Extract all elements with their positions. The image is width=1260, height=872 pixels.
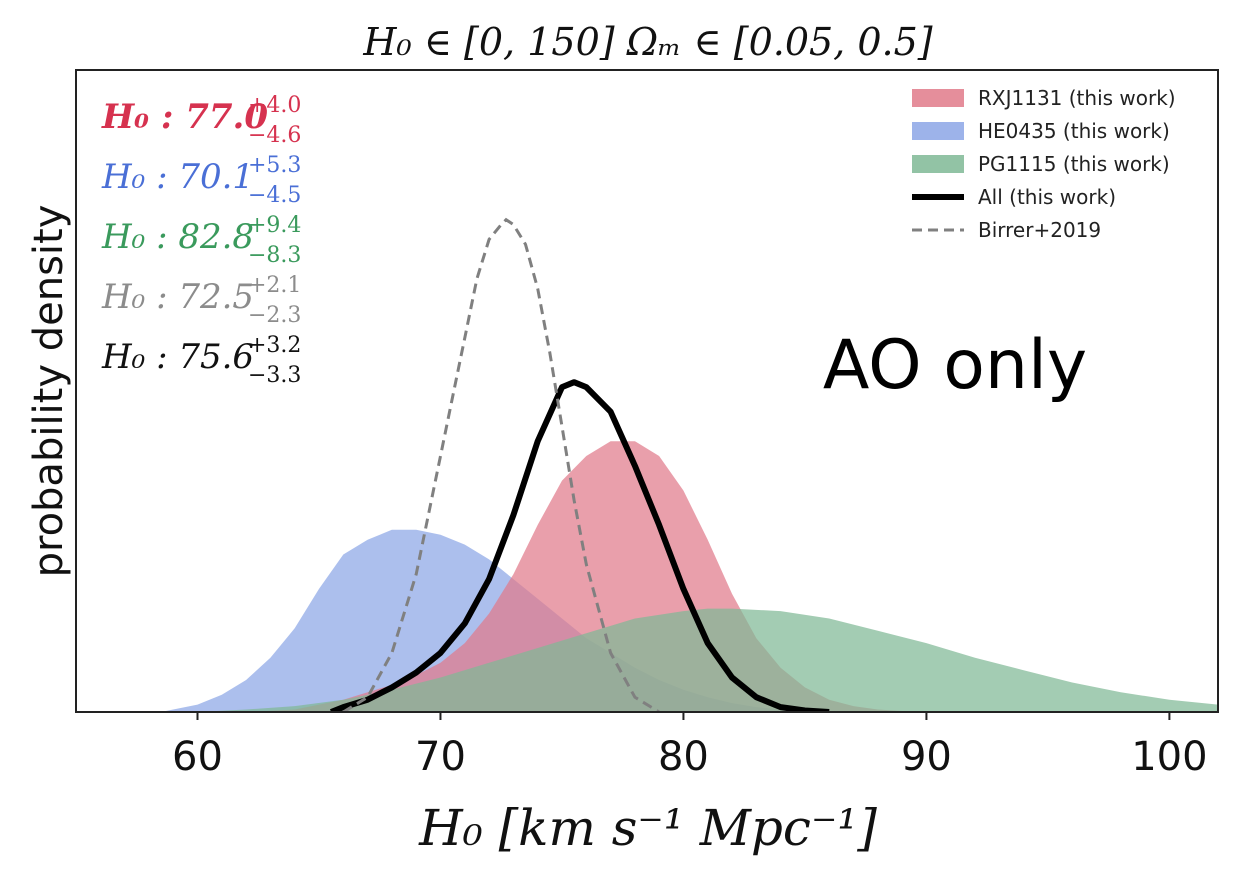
x-tick-label: 100 (1131, 734, 1207, 780)
plot-frame (75, 69, 1219, 713)
estimates-list: H₀ : 77.0+4.0 −4.6 H₀ : 70.1+5.3 −4.5 H₀ : 8… (101, 93, 301, 388)
y-axis-label: probability density (26, 205, 72, 578)
series-layer (161, 217, 1218, 712)
legend-item-rxj1131-this-work: RXJ1131 (this work) (912, 86, 1176, 110)
estimate-item: H₀ : 77.0+4.0 −4.6 (101, 93, 301, 148)
legend-item-pg1115-this-work: PG1115 (this work) (912, 152, 1170, 176)
legend-label: HE0435 (this work) (978, 119, 1170, 143)
annotation-ao-only: AO only (823, 326, 1087, 405)
chart-title: H₀ ∈ [0, 150] Ωₘ ∈ [0.05, 0.5] (362, 20, 932, 64)
estimate-item: H₀ : 75.6+3.2 −3.3 (101, 333, 301, 388)
x-axis-label: H₀ [km s⁻¹ Mpc⁻¹] (418, 799, 877, 857)
legend-swatch (912, 89, 964, 107)
series-birrer-2019 (342, 217, 660, 712)
legend-label: PG1115 (this work) (978, 152, 1170, 176)
legend-item-all-this-work: All (this work) (912, 185, 1116, 209)
legend: RXJ1131 (this work) HE0435 (this work) PG1… (912, 86, 1176, 242)
estimate-lower-error: −3.3 (248, 363, 301, 388)
estimate-lower-error: −4.5 (248, 183, 301, 208)
estimate-upper-error: +4.0 (248, 93, 301, 118)
legend-item-he0435-this-work: HE0435 (this work) (912, 119, 1170, 143)
estimate-lower-error: −2.3 (248, 303, 301, 328)
series-pg1115-this-work (197, 608, 1218, 712)
estimate-value: H₀ : 72.5 (101, 277, 254, 317)
legend-item-birrer-2019: Birrer+2019 (912, 218, 1101, 242)
legend-label: All (this work) (978, 185, 1116, 209)
x-tick-label: 90 (901, 734, 952, 780)
estimate-value: H₀ : 75.6 (101, 337, 254, 377)
estimate-lower-error: −4.6 (248, 123, 301, 148)
estimate-item: H₀ : 72.5+2.1 −2.3 (101, 273, 301, 328)
x-tick-label: 60 (172, 734, 223, 780)
legend-label: RXJ1131 (this work) (978, 86, 1176, 110)
estimate-upper-error: +9.4 (248, 213, 301, 238)
x-tick-label: 80 (658, 734, 709, 780)
x-tick-label: 70 (415, 734, 466, 780)
estimate-value: H₀ : 77.0 (101, 97, 268, 137)
estimate-value: H₀ : 82.8 (101, 217, 254, 257)
estimate-lower-error: −8.3 (248, 243, 301, 268)
estimate-item: H₀ : 70.1+5.3 −4.5 (101, 153, 301, 208)
estimate-upper-error: +2.1 (248, 273, 301, 298)
legend-swatch (912, 155, 964, 173)
estimate-item: H₀ : 82.8+9.4 −8.3 (101, 213, 301, 268)
series-all-this-work (329, 379, 830, 712)
legend-swatch (912, 122, 964, 140)
estimate-upper-error: +3.2 (248, 333, 301, 358)
estimate-upper-error: +5.3 (248, 153, 301, 178)
legend-label: Birrer+2019 (978, 218, 1101, 242)
x-axis: 60 70 80 90 100 (172, 712, 1208, 780)
estimate-value: H₀ : 70.1 (101, 157, 254, 197)
